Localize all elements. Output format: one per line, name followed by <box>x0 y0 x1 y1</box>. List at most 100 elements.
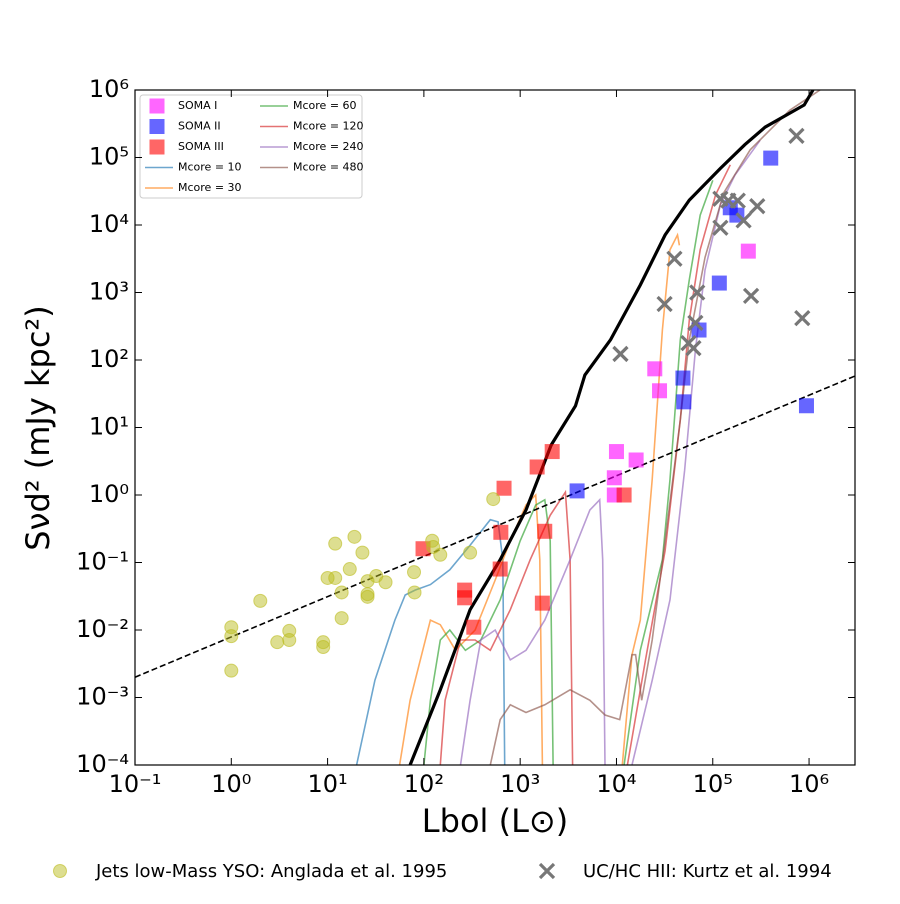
x-axis-label: Lbol (L⊙) <box>422 802 568 840</box>
y-axis-label: Sνd² (mJy kpc²) <box>19 305 57 550</box>
data-point <box>608 444 624 460</box>
data-point <box>347 529 362 544</box>
legend-swatch <box>149 119 165 134</box>
data-point <box>466 619 482 635</box>
series-line <box>408 90 815 765</box>
data-point <box>788 127 805 145</box>
data-point <box>224 629 239 644</box>
legend-label: Mcore = 240 <box>293 140 364 153</box>
legend-swatch <box>538 862 556 880</box>
data-point <box>749 198 766 215</box>
data-point <box>735 212 752 229</box>
x-tick-label: 10⁻¹ <box>109 770 162 798</box>
data-point <box>378 575 393 590</box>
legend-box <box>139 94 363 199</box>
data-point <box>569 483 585 499</box>
data-point <box>689 284 706 301</box>
data-point <box>666 250 683 267</box>
legend-swatch <box>149 139 165 155</box>
data-point <box>328 570 343 585</box>
data-point <box>492 561 508 577</box>
data-point <box>544 444 560 460</box>
data-point <box>612 345 629 363</box>
y-tick-label: 10³ <box>89 278 129 306</box>
legend-label: Mcore = 60 <box>293 99 357 112</box>
y-tick-label: 10⁰ <box>89 480 129 508</box>
data-point <box>433 547 448 562</box>
y-tick-label: 10² <box>89 345 129 373</box>
data-point <box>647 361 663 377</box>
y-tick-label: 10⁻³ <box>76 683 129 711</box>
data-point <box>537 523 553 539</box>
legend-label: Mcore = 120 <box>293 120 364 133</box>
data-point <box>407 565 422 580</box>
data-point <box>224 663 239 678</box>
data-point <box>729 192 746 209</box>
data-point <box>798 398 814 414</box>
data-point <box>407 585 422 600</box>
data-point <box>691 322 707 338</box>
data-point <box>794 310 811 327</box>
data-point <box>676 394 692 410</box>
data-point <box>334 585 349 600</box>
data-point <box>628 452 644 468</box>
y-tick-label: 10¹ <box>89 413 129 441</box>
y-tick-label: 10⁶ <box>89 75 129 103</box>
data-point <box>529 459 545 475</box>
x-tick-label: 10⁰ <box>211 770 251 798</box>
legend-label: Mcore = 10 <box>178 161 242 174</box>
legend-swatch <box>53 864 67 878</box>
data-point <box>606 470 622 486</box>
plot-area <box>135 90 855 765</box>
legend-swatch <box>149 98 165 114</box>
legend-label: SOMA III <box>178 140 224 153</box>
x-tick-label: 10⁶ <box>789 770 829 798</box>
data-point <box>616 487 632 503</box>
data-point <box>742 287 760 305</box>
data-point <box>270 635 285 650</box>
data-point <box>463 545 478 560</box>
data-point <box>334 611 349 626</box>
data-point <box>342 562 357 577</box>
y-tick-label: 10⁻⁴ <box>76 750 129 778</box>
legend-label: Mcore = 480 <box>293 161 364 174</box>
x-tick-label: 10⁵ <box>693 770 733 798</box>
data-point <box>486 492 501 507</box>
legend-label: SOMA II <box>178 120 221 133</box>
series-line <box>355 518 506 765</box>
series-line <box>489 90 821 765</box>
data-point <box>534 595 550 611</box>
data-point <box>493 524 509 540</box>
data-point <box>740 243 756 259</box>
y-tick-label: 10⁻² <box>76 615 129 643</box>
y-tick-label: 10⁻¹ <box>76 548 129 576</box>
data-point <box>360 589 375 604</box>
data-point <box>328 536 343 551</box>
series-line <box>423 180 714 765</box>
data-point <box>457 590 473 606</box>
data-point <box>496 480 512 496</box>
legend-label: UC/HC HII: Kurtz et al. 1994 <box>583 861 832 882</box>
data-point <box>763 150 779 166</box>
series-line <box>398 232 681 765</box>
data-point <box>355 545 370 560</box>
x-tick-label: 10⁴ <box>596 770 636 798</box>
legend-label: Mcore = 30 <box>178 181 242 194</box>
series-line <box>439 164 732 765</box>
legend-label: SOMA I <box>178 99 217 112</box>
y-tick-label: 10⁴ <box>89 210 129 238</box>
x-tick-label: 10² <box>404 770 444 798</box>
data-point <box>253 593 268 608</box>
data-point <box>282 633 297 648</box>
y-tick-label: 10⁵ <box>89 143 129 171</box>
data-point <box>675 370 691 386</box>
data-point <box>652 383 668 399</box>
data-point <box>685 339 702 357</box>
x-tick-label: 10³ <box>500 770 540 798</box>
legend-label: Jets low-Mass YSO: Anglada et al. 1995 <box>95 861 447 882</box>
data-point <box>712 219 729 236</box>
data-point <box>711 275 727 291</box>
data-point <box>687 314 704 331</box>
data-point <box>316 639 331 654</box>
